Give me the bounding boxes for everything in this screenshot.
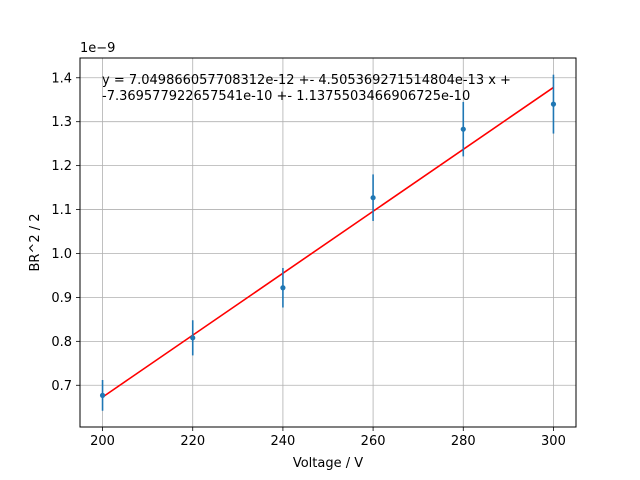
y-axis-ticks: 0.7 0.8 0.9 1.0 1.1 1.2 1.3 1.4 (51, 71, 80, 394)
x-tick-label: 240 (270, 434, 295, 449)
data-point (461, 127, 466, 132)
y-tick-label: 1.3 (51, 115, 72, 130)
x-axis-label: Voltage / V (293, 456, 363, 471)
x-axis-ticks: 200 220 240 260 280 300 (90, 427, 566, 449)
y-tick-label: 1.0 (51, 247, 72, 262)
data-point (280, 285, 285, 290)
data-point (190, 335, 195, 340)
data-point (100, 393, 105, 398)
x-tick-label: 220 (180, 434, 205, 449)
y-offset-label: 1e−9 (80, 41, 115, 56)
y-tick-label: 1.1 (51, 203, 72, 218)
y-tick-label: 1.2 (51, 159, 72, 174)
y-axis-label: BR^2 / 2 (28, 213, 43, 271)
y-tick-label: 0.7 (51, 379, 72, 394)
fit-equation-line1: y = 7.049866057708312e-12 +- 4.505369271… (102, 73, 511, 88)
y-tick-label: 1.4 (51, 71, 72, 86)
x-tick-label: 300 (541, 434, 566, 449)
x-tick-label: 200 (90, 434, 115, 449)
fit-line (103, 87, 554, 397)
x-tick-label: 280 (451, 434, 476, 449)
y-tick-label: 0.9 (51, 291, 72, 306)
data-point (370, 195, 375, 200)
fit-equation-line2: -7.369577922657541e-10 +- 1.137550346690… (102, 89, 470, 104)
y-tick-label: 0.8 (51, 335, 72, 350)
data-point-layer (100, 102, 556, 398)
fit-line-layer (103, 87, 554, 397)
x-tick-label: 260 (361, 434, 386, 449)
data-point (551, 102, 556, 107)
